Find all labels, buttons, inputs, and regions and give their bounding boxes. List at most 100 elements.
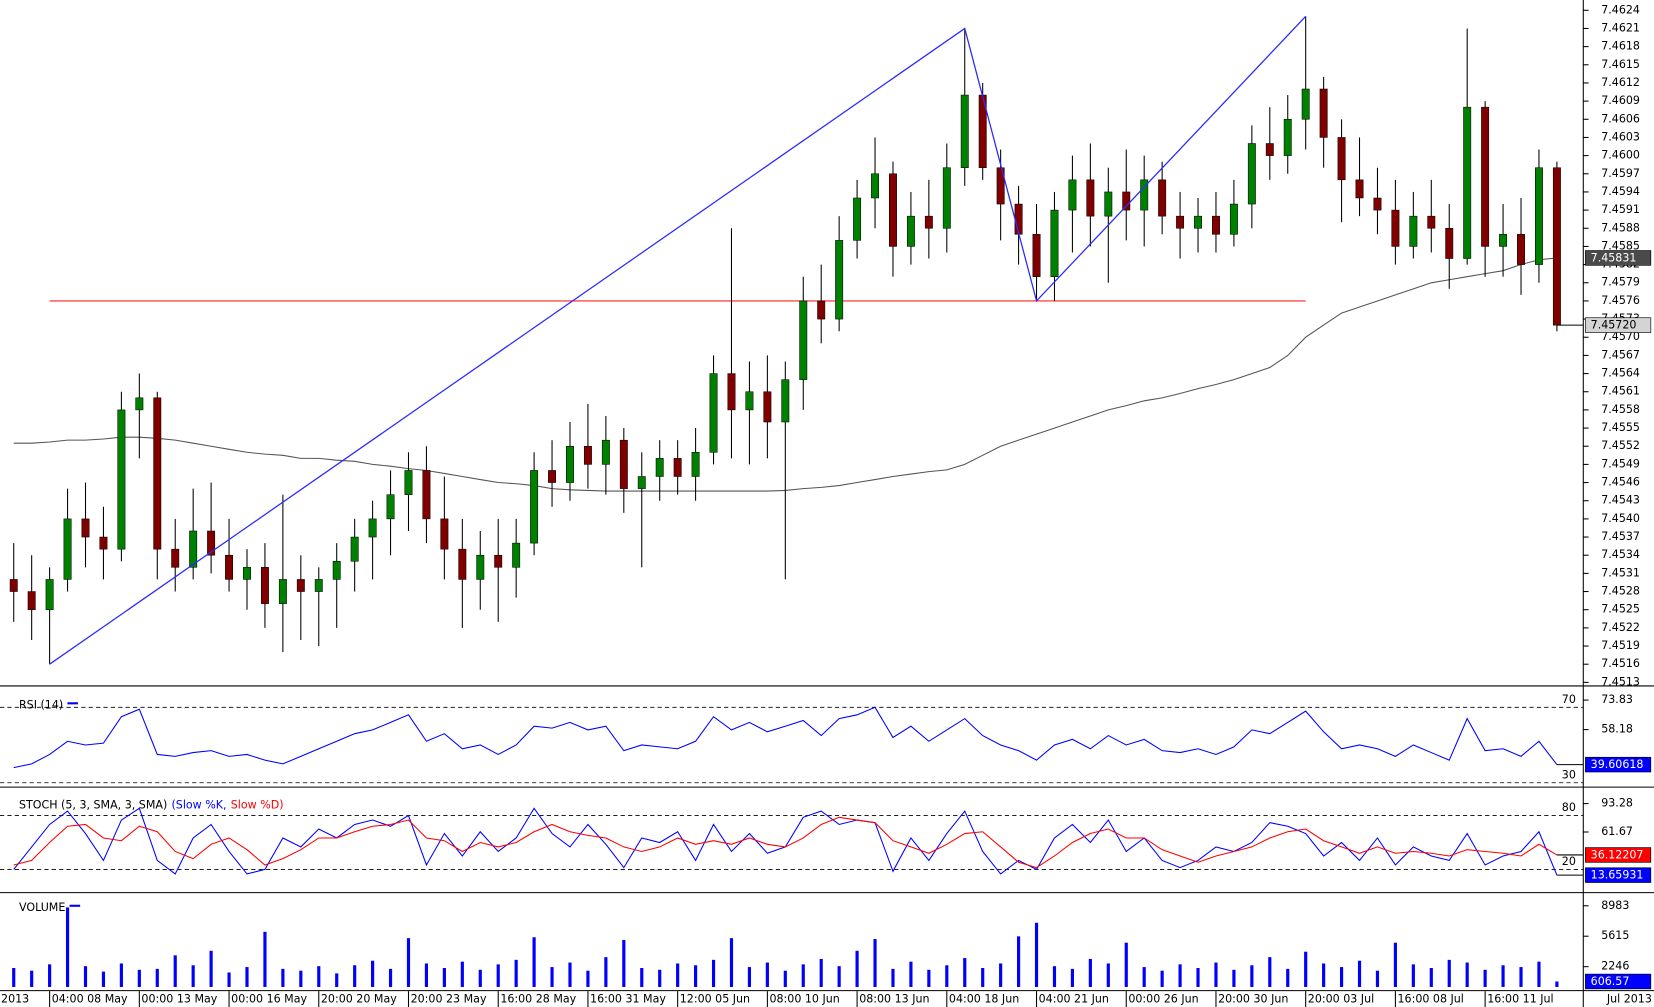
- candle-body: [1104, 191, 1113, 217]
- candle-body: [45, 579, 54, 610]
- volume-bar: [1357, 960, 1362, 987]
- volume-bar: [1160, 970, 1164, 987]
- y-tick-label: 7.4624: [1601, 3, 1640, 16]
- volume-bar: [604, 957, 608, 987]
- volume-bar: [945, 965, 949, 987]
- candle-body: [799, 300, 808, 380]
- candle-body: [422, 470, 431, 520]
- y-tick-label: 7.4519: [1601, 639, 1640, 652]
- candle-body: [1337, 137, 1346, 181]
- volume-bar: [891, 968, 895, 987]
- volume-bar: [101, 971, 106, 987]
- volume-bar: [48, 964, 52, 987]
- volume-bar: [855, 950, 859, 987]
- volume-bar: [729, 938, 734, 987]
- candle-body: [135, 397, 144, 411]
- volume-bar: [1322, 963, 1326, 987]
- value-box: [1585, 867, 1652, 883]
- candle-body: [9, 579, 18, 592]
- volume-bar: [694, 965, 698, 987]
- volume-bar: [1537, 961, 1541, 987]
- candle-body: [691, 452, 700, 477]
- candle-body: [1391, 209, 1400, 247]
- volume-bar: [1501, 965, 1505, 987]
- volume-bar: [83, 966, 88, 987]
- candle-body: [924, 215, 933, 229]
- volume-bar: [622, 939, 626, 987]
- legend-label: RSI (14): [19, 698, 63, 711]
- volume-bar: [1447, 959, 1451, 987]
- candle-body: [655, 458, 664, 477]
- volume-bar: [1250, 965, 1254, 987]
- candle-body: [906, 215, 915, 247]
- y-tick-label: 7.4621: [1601, 21, 1640, 34]
- volume-bar: [711, 959, 716, 987]
- value-box: [1585, 756, 1652, 773]
- volume-bar: [209, 950, 213, 987]
- y-tick-label: 7.4606: [1601, 112, 1640, 125]
- volume-bar: [1286, 968, 1290, 987]
- volume-bar: [406, 938, 411, 987]
- volume-bar: [747, 967, 752, 987]
- volume-bar: [999, 963, 1003, 987]
- candle-body: [853, 197, 862, 241]
- volume-bar: [1339, 967, 1344, 987]
- volume-bar: [550, 967, 554, 987]
- y-tick-label: 7.4570: [1601, 330, 1640, 343]
- candle-body: [386, 494, 395, 520]
- volume-bar: [1017, 936, 1021, 987]
- candle-body: [1499, 234, 1508, 247]
- x-edge-label: Jul 2013: [1606, 993, 1652, 1006]
- y-tick-label: 7.4588: [1601, 221, 1640, 234]
- volume-bar: [1393, 942, 1397, 987]
- candle-body: [1517, 234, 1525, 265]
- candle-body: [153, 397, 162, 550]
- volume-bar: [1411, 964, 1415, 987]
- candle-body: [1445, 227, 1454, 259]
- x-tick-label: 16:00 08 Jul: [1398, 993, 1464, 1006]
- y-tick-label: 7.4594: [1601, 185, 1640, 198]
- volume-bar: [1519, 967, 1523, 987]
- y-tick-label: 2246: [1601, 960, 1629, 973]
- x-tick-label: 04:00 21 Jun: [1039, 993, 1109, 1006]
- value-box-label: 606.57: [1591, 975, 1630, 988]
- x-tick-label: 20:00 03 Jul: [1308, 993, 1374, 1006]
- volume-bar: [1429, 967, 1433, 987]
- volume-bar: [263, 931, 267, 987]
- volume-bar: [819, 958, 823, 987]
- y-tick-label: 73.83: [1601, 693, 1633, 706]
- candle-body: [1212, 215, 1220, 235]
- candle-body: [1247, 143, 1256, 205]
- candle-body: [1481, 106, 1490, 247]
- candle-body: [1068, 179, 1077, 211]
- volume-bar: [1142, 967, 1146, 987]
- level-label: 70: [1562, 693, 1576, 706]
- candle-body: [1355, 179, 1364, 199]
- candle-body: [1194, 215, 1202, 229]
- y-tick-label: 7.4540: [1601, 512, 1640, 525]
- x-tick-label: 00:00 26 Jun: [1128, 993, 1198, 1006]
- candle-body: [889, 173, 897, 247]
- y-tick-label: 58.18: [1601, 723, 1633, 736]
- candle-body: [189, 530, 198, 568]
- candle-body: [207, 530, 216, 556]
- value-box-label: 36.12207: [1591, 848, 1644, 861]
- level-label: 20: [1562, 855, 1576, 868]
- volume-bar: [281, 968, 285, 987]
- candle-body: [835, 240, 844, 320]
- candle-body: [1122, 191, 1131, 211]
- panel-title: STOCH (5, 3, SMA, 3, SMA): [19, 799, 167, 812]
- value-box: [1585, 847, 1652, 863]
- volume-bar: [496, 964, 500, 987]
- volume-bar: [640, 967, 644, 987]
- candle-body: [171, 548, 180, 568]
- y-tick-label: 5615: [1601, 929, 1629, 942]
- candle-body: [1140, 179, 1149, 211]
- candle-body: [619, 439, 628, 489]
- y-tick-label: 7.4564: [1601, 367, 1640, 380]
- level-label: 30: [1562, 768, 1576, 781]
- x-tick-label: 16:00 31 May: [590, 993, 666, 1006]
- candle-body: [332, 561, 341, 580]
- candle-body: [1373, 197, 1382, 211]
